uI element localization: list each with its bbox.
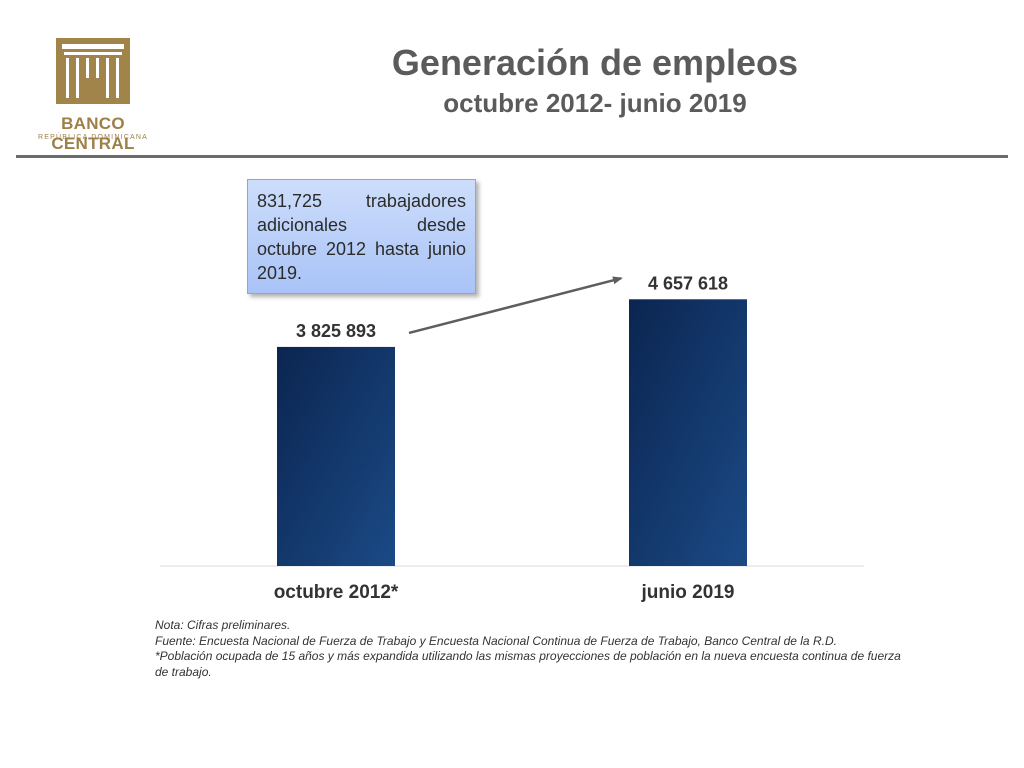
bar-value-label-0: 3 825 893 [296, 321, 376, 341]
footnotes: Nota: Cifras preliminares. Fuente: Encue… [155, 618, 915, 680]
header-divider [16, 155, 1008, 158]
footnote-fuente: Fuente: Encuesta Nacional de Fuerza de T… [155, 633, 837, 648]
columns-building-icon [56, 38, 130, 104]
bar-value-label-1: 4 657 618 [648, 273, 728, 293]
trend-arrow [408, 276, 623, 335]
footnote-nota: Nota: Cifras preliminares. [155, 618, 291, 632]
logo-name: BANCO CENTRAL [51, 114, 135, 153]
page-title: Generación de empleos [391, 42, 799, 83]
callout-box: 831,725 trabajadores adicionales desde o… [247, 179, 476, 294]
logo-subtitle: REPÚBLICA DOMINICANA [38, 134, 148, 141]
footnote-poblacion: *Población ocupada de 15 años y más expa… [155, 649, 901, 679]
page-subtitle: octubre 2012- junio 2019 [443, 88, 747, 118]
x-tick-label-0: octubre 2012* [274, 582, 399, 603]
x-tick-label-1: junio 2019 [641, 582, 735, 603]
bar-1 [629, 299, 747, 566]
bank-logo: BANCO CENTRAL REPÚBLICA DOMINICANA [18, 38, 168, 153]
bar-0 [277, 346, 395, 566]
